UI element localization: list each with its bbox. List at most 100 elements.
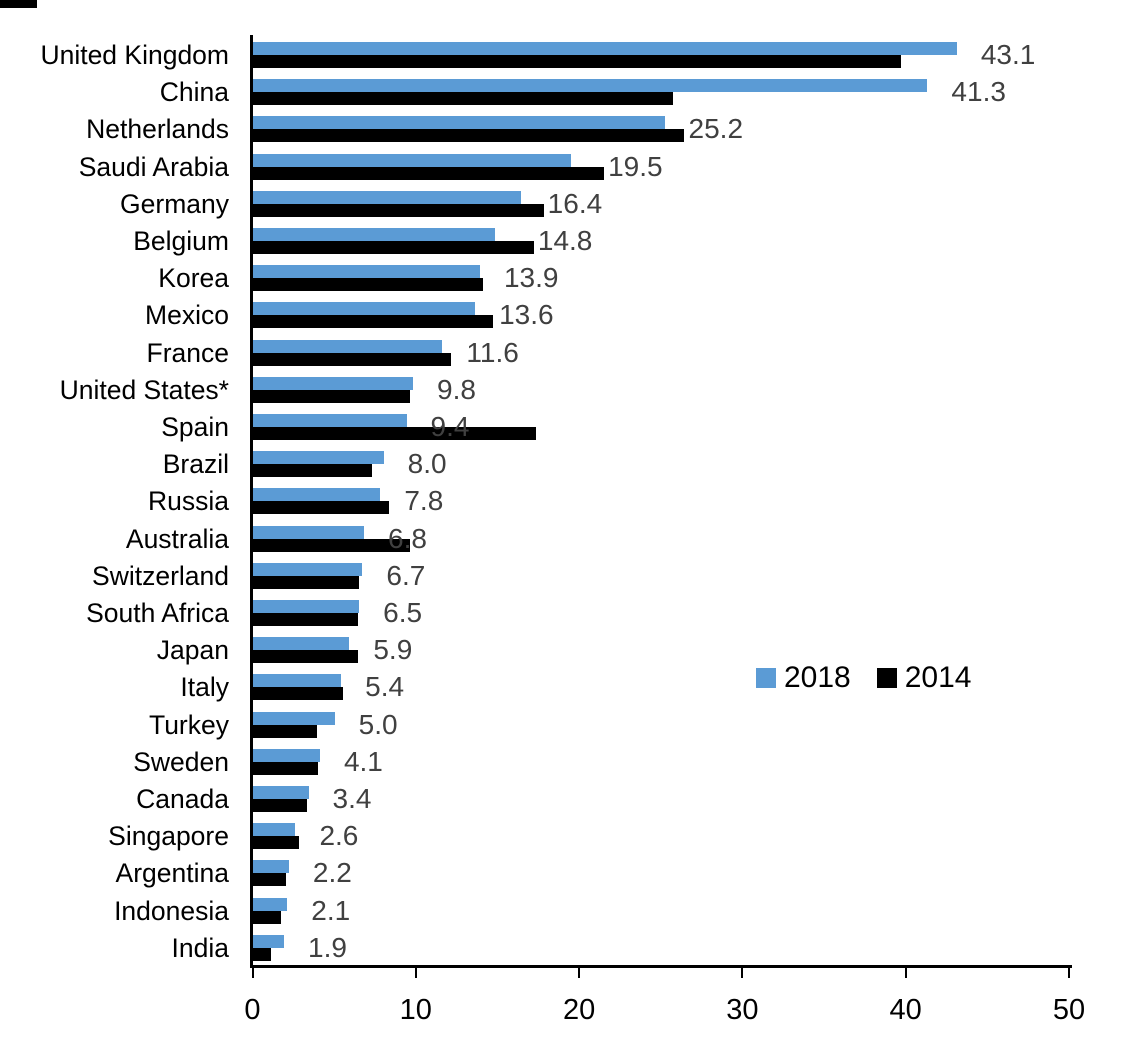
bar-2014-korea[interactable]	[253, 278, 484, 292]
bar-2014-france[interactable]	[253, 352, 451, 366]
legend-swatch-2014	[876, 668, 897, 688]
bar-2018-south-africa[interactable]	[253, 600, 360, 613]
category-label-united-states: United States*	[59, 374, 229, 405]
data-label-brazil: 8.0	[407, 448, 447, 480]
bar-2014-netherlands[interactable]	[253, 129, 685, 143]
data-label-turkey: 5.0	[358, 708, 398, 740]
category-label-australia: Australia	[125, 523, 229, 554]
bar-2018-russia[interactable]	[253, 488, 381, 502]
bar-2018-indonesia[interactable]	[253, 897, 288, 911]
bar-2014-argentina[interactable]	[253, 873, 286, 887]
data-label-canada: 3.4	[332, 783, 372, 814]
bar-2018-china[interactable]	[253, 79, 928, 93]
bar-2014-switzerland[interactable]	[253, 575, 360, 589]
data-label-germany: 16.4	[547, 187, 603, 219]
category-label-united-kingdom: United Kingdom	[40, 40, 229, 70]
category-label-netherlands: Netherlands	[86, 114, 229, 145]
bar-2018-sweden[interactable]	[253, 748, 320, 762]
category-label-china: China	[159, 77, 229, 108]
bar-2018-india[interactable]	[253, 934, 285, 948]
bar-2014-indonesia[interactable]	[253, 910, 281, 924]
x-axis-tick-label-10: 10	[399, 994, 432, 1026]
bar-2018-france[interactable]	[253, 339, 443, 353]
bar-2014-brazil[interactable]	[253, 464, 373, 478]
category-label-india: India	[171, 932, 229, 963]
bar-2014-japan[interactable]	[253, 650, 358, 664]
bar-2014-belgium[interactable]	[253, 241, 534, 254]
bar-2018-belgium[interactable]	[253, 228, 495, 241]
bar-2014-sweden[interactable]	[253, 761, 319, 775]
bar-2018-italy[interactable]	[253, 674, 342, 688]
bar-2018-turkey[interactable]	[253, 711, 335, 725]
data-label-japan: 5.9	[373, 634, 413, 666]
bar-2018-spain[interactable]	[253, 414, 407, 427]
data-label-china: 41.3	[951, 76, 1006, 108]
x-axis-tick-50	[1068, 968, 1070, 978]
bar-2014-united-kingdom[interactable]	[253, 55, 902, 68]
legend-item-2014[interactable]: 2014	[876, 661, 972, 694]
category-label-spain: Spain	[161, 412, 229, 442]
x-axis-tick-10	[414, 968, 417, 978]
bar-2018-switzerland[interactable]	[253, 562, 363, 576]
data-label-indonesia: 2.1	[311, 894, 351, 926]
x-axis-tick-label-20: 20	[562, 994, 596, 1026]
x-axis-tick-label-0: 0	[244, 994, 261, 1026]
data-label-india: 1.9	[308, 931, 347, 963]
bar-2014-spain[interactable]	[253, 427, 536, 440]
legend-label-2014: 2014	[904, 661, 972, 694]
bar-2014-italy[interactable]	[253, 687, 343, 701]
category-label-indonesia: Indonesia	[114, 895, 229, 926]
bar-2018-united-states[interactable]	[253, 376, 414, 390]
data-label-united-kingdom: 43.1	[980, 39, 1036, 70]
bar-2014-south-africa[interactable]	[253, 613, 358, 626]
data-label-singapore: 2.6	[319, 820, 359, 852]
x-axis-line	[250, 965, 1072, 968]
bar-2014-singapore[interactable]	[253, 836, 299, 850]
bar-2014-canada[interactable]	[253, 799, 307, 812]
bar-2018-argentina[interactable]	[253, 860, 289, 874]
bar-2014-mexico[interactable]	[253, 315, 494, 329]
x-axis-tick-label-50: 50	[1052, 994, 1086, 1026]
bar-2014-china[interactable]	[253, 92, 673, 106]
category-label-france: France	[146, 337, 229, 368]
bar-2018-japan[interactable]	[253, 637, 350, 651]
bar-2014-turkey[interactable]	[253, 724, 317, 738]
data-label-italy: 5.4	[365, 671, 405, 703]
bar-2014-russia[interactable]	[253, 501, 389, 515]
legend-swatch-2018	[756, 668, 776, 688]
category-label-belgium: Belgium	[133, 226, 229, 256]
category-label-mexico: Mexico	[145, 300, 229, 331]
bar-2018-mexico[interactable]	[253, 302, 476, 316]
x-axis-tick-40	[904, 968, 907, 978]
data-label-mexico: 13.6	[499, 299, 554, 331]
data-label-australia: 6.8	[388, 522, 427, 554]
category-label-singapore: Singapore	[108, 821, 229, 852]
bar-2018-brazil[interactable]	[253, 451, 384, 465]
bar-2018-saudi-arabia[interactable]	[253, 153, 572, 167]
bar-2018-singapore[interactable]	[253, 823, 296, 837]
data-label-sweden: 4.1	[343, 745, 383, 777]
category-label-brazil: Brazil	[162, 449, 229, 480]
bar-2014-saudi-arabia[interactable]	[253, 166, 605, 180]
bar-2018-united-kingdom[interactable]	[253, 42, 957, 55]
legend-item-2018[interactable]: 2018	[756, 663, 851, 693]
bar-2014-australia[interactable]	[253, 538, 410, 552]
data-label-united-states: 9.8	[437, 373, 476, 405]
bar-2018-australia[interactable]	[253, 525, 365, 539]
category-label-argentina: Argentina	[115, 858, 229, 889]
category-label-turkey: Turkey	[148, 709, 229, 740]
bar-2018-canada[interactable]	[253, 786, 309, 799]
x-axis-tick-label-30: 30	[726, 994, 759, 1026]
bar-2014-india[interactable]	[253, 947, 271, 961]
bar-2018-germany[interactable]	[253, 190, 521, 204]
data-label-argentina: 2.2	[312, 857, 352, 889]
category-label-russia: Russia	[147, 486, 229, 517]
bar-2014-germany[interactable]	[253, 203, 544, 217]
data-label-belgium: 14.8	[537, 225, 593, 256]
bar-2014-united-states[interactable]	[253, 389, 410, 403]
data-label-spain: 9.4	[430, 411, 470, 442]
bar-2018-netherlands[interactable]	[253, 116, 665, 130]
category-label-italy: Italy	[180, 672, 229, 703]
data-label-switzerland: 6.7	[386, 559, 426, 591]
bar-2018-korea[interactable]	[253, 265, 480, 279]
